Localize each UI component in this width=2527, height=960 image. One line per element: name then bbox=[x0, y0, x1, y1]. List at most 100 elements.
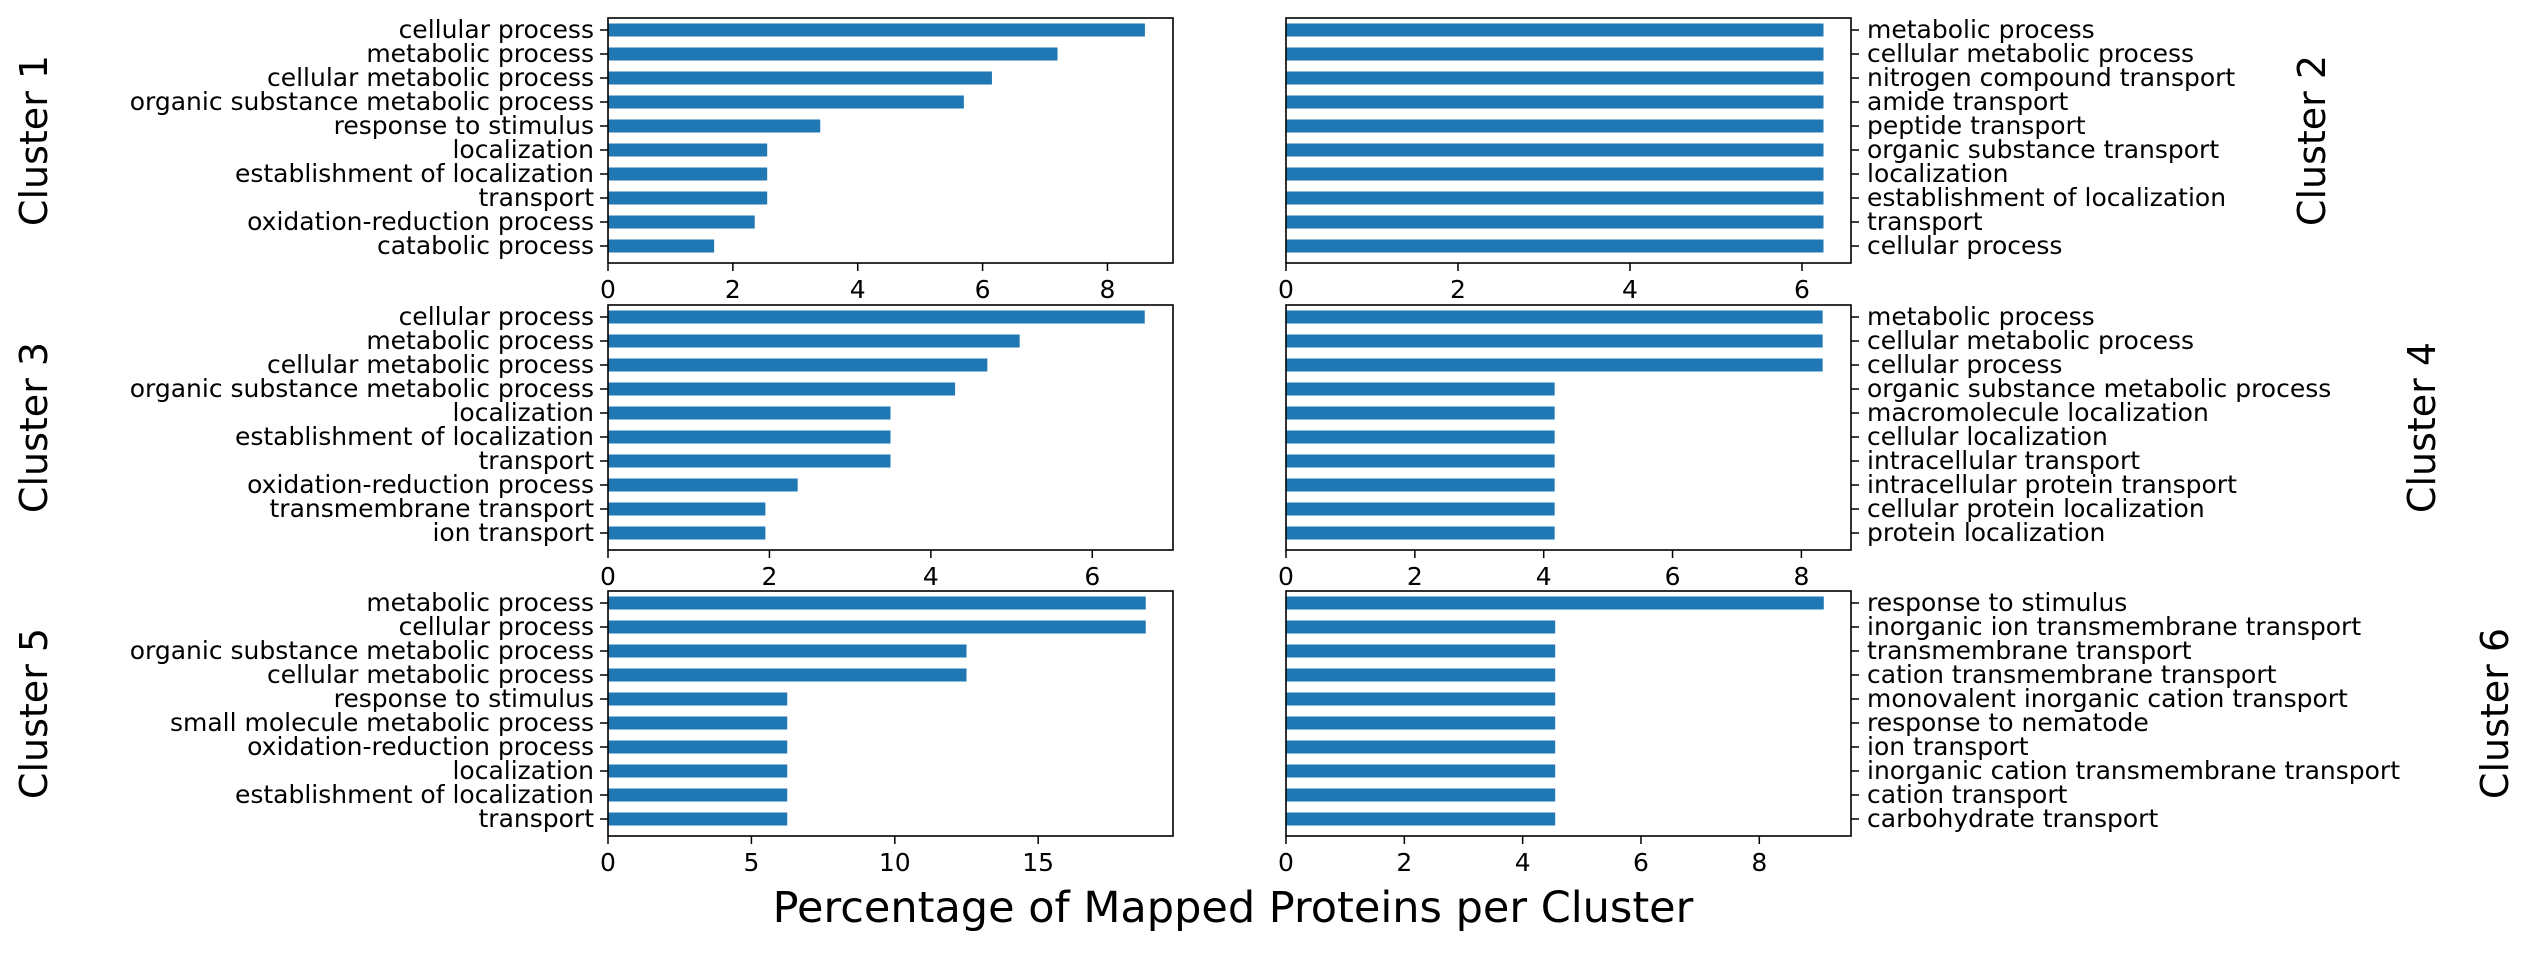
bar bbox=[608, 119, 821, 133]
category-label: transport bbox=[1867, 207, 1983, 236]
category-label: nitrogen compound transport bbox=[1867, 63, 2235, 92]
category-label: establishment of localization bbox=[235, 780, 594, 809]
bar bbox=[608, 644, 967, 658]
bar bbox=[1286, 71, 1824, 85]
axes-frame bbox=[607, 17, 1174, 264]
cluster-label: Cluster 1 bbox=[12, 55, 56, 226]
bar bbox=[1286, 47, 1824, 61]
category-label: transport bbox=[478, 804, 594, 833]
bar bbox=[1286, 358, 1823, 372]
category-label: organic substance metabolic process bbox=[130, 374, 594, 403]
category-label: metabolic process bbox=[1867, 302, 2095, 331]
category-label: metabolic process bbox=[1867, 15, 2095, 44]
category-label: localization bbox=[452, 135, 594, 164]
category-label: cellular process bbox=[399, 302, 594, 331]
category-label: cellular metabolic process bbox=[1867, 39, 2194, 68]
category-label: organic substance metabolic process bbox=[1867, 374, 2331, 403]
category-label: cation transport bbox=[1867, 780, 2068, 809]
category-label: cellular metabolic process bbox=[267, 660, 594, 689]
bar bbox=[608, 502, 766, 516]
category-label: cellular process bbox=[1867, 350, 2062, 379]
bar bbox=[608, 596, 1146, 610]
category-label: carbohydrate transport bbox=[1867, 804, 2158, 833]
bar bbox=[1286, 740, 1556, 754]
x-tick-label: 6 bbox=[1665, 562, 1681, 591]
category-label: macromolecule localization bbox=[1867, 398, 2209, 427]
category-label: metabolic process bbox=[366, 588, 594, 617]
x-tick-label: 2 bbox=[1407, 562, 1423, 591]
category-label: ion transport bbox=[432, 518, 594, 547]
category-label: ion transport bbox=[1867, 732, 2029, 761]
bar bbox=[1286, 812, 1556, 826]
bar bbox=[608, 812, 788, 826]
category-label: organic substance metabolic process bbox=[130, 87, 594, 116]
category-label: transmembrane transport bbox=[269, 494, 594, 523]
cluster-label: Cluster 4 bbox=[2400, 342, 2444, 513]
category-label: transmembrane transport bbox=[1867, 636, 2192, 665]
x-tick-label: 0 bbox=[1278, 848, 1294, 877]
bar bbox=[608, 358, 988, 372]
bar bbox=[1286, 716, 1556, 730]
bar bbox=[608, 334, 1020, 348]
x-tick-label: 5 bbox=[743, 848, 759, 877]
bar bbox=[1286, 23, 1824, 37]
category-label: cellular protein localization bbox=[1867, 494, 2205, 523]
bar bbox=[608, 788, 788, 802]
x-tick-label: 6 bbox=[1633, 848, 1649, 877]
bar bbox=[1286, 788, 1556, 802]
bar bbox=[608, 47, 1058, 61]
x-tick-label: 0 bbox=[600, 562, 616, 591]
bar bbox=[1286, 644, 1556, 658]
category-label: oxidation-reduction process bbox=[247, 207, 594, 236]
category-label: cellular localization bbox=[1867, 422, 2108, 451]
bar bbox=[1286, 167, 1824, 181]
x-tick-label: 10 bbox=[879, 848, 911, 877]
x-tick-label: 4 bbox=[1622, 275, 1638, 304]
bar bbox=[1286, 310, 1823, 324]
cluster-label: Cluster 6 bbox=[2473, 628, 2517, 799]
bar bbox=[608, 382, 956, 396]
axes-frame bbox=[1285, 590, 1852, 837]
category-label: response to nematode bbox=[1867, 708, 2149, 737]
bar bbox=[608, 23, 1145, 37]
bar bbox=[1286, 95, 1824, 109]
bar bbox=[608, 764, 788, 778]
category-label: cellular metabolic process bbox=[1867, 326, 2194, 355]
axes-frame bbox=[607, 304, 1174, 551]
x-tick-label: 0 bbox=[1278, 562, 1294, 591]
category-label: response to stimulus bbox=[334, 684, 594, 713]
category-label: peptide transport bbox=[1867, 111, 2086, 140]
bar bbox=[1286, 764, 1556, 778]
bar bbox=[1286, 191, 1824, 205]
category-label: oxidation-reduction process bbox=[247, 470, 594, 499]
category-label: amide transport bbox=[1867, 87, 2069, 116]
bar bbox=[608, 191, 768, 205]
category-label: localization bbox=[452, 398, 594, 427]
x-tick-label: 0 bbox=[600, 848, 616, 877]
category-label: inorganic cation transmembrane transport bbox=[1867, 756, 2400, 785]
bar bbox=[1286, 454, 1555, 468]
bar bbox=[608, 95, 964, 109]
category-label: intracellular protein transport bbox=[1867, 470, 2237, 499]
bar bbox=[608, 239, 715, 253]
bar bbox=[608, 740, 788, 754]
bar bbox=[608, 71, 992, 85]
x-tick-label: 2 bbox=[1396, 848, 1412, 877]
x-tick-label: 6 bbox=[1794, 275, 1810, 304]
x-tick-label: 8 bbox=[1793, 562, 1809, 591]
category-label: transport bbox=[478, 183, 594, 212]
x-tick-label: 8 bbox=[1751, 848, 1767, 877]
category-label: monovalent inorganic cation transport bbox=[1867, 684, 2348, 713]
category-label: establishment of localization bbox=[235, 159, 594, 188]
x-tick-label: 15 bbox=[1022, 848, 1054, 877]
bar bbox=[1286, 430, 1555, 444]
bar bbox=[1286, 596, 1824, 610]
category-label: intracellular transport bbox=[1867, 446, 2140, 475]
category-label: cellular metabolic process bbox=[267, 350, 594, 379]
bar bbox=[1286, 239, 1824, 253]
bar bbox=[608, 716, 788, 730]
